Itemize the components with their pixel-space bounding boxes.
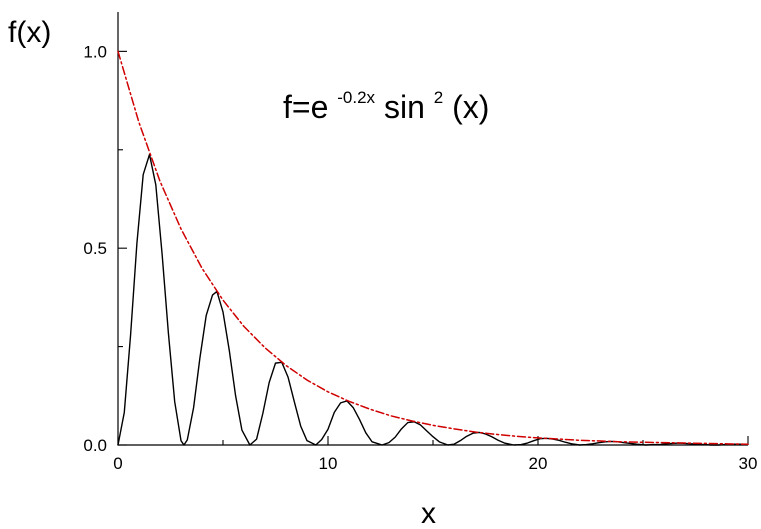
formula-power: 2 (434, 88, 443, 107)
x-axis-title: x (421, 497, 436, 529)
x-tick-label: 0 (113, 454, 122, 473)
y-tick-label: 1.0 (83, 42, 107, 61)
formula-prefix: f=e (283, 89, 328, 125)
formula-annotation: f=e -0.2x sin 2 (x) (283, 74, 489, 125)
y-tick-label: 0.0 (83, 436, 107, 455)
x-tick-label: 20 (529, 454, 548, 473)
formula-exponent: -0.2x (337, 88, 375, 107)
series-line-damped-oscillation (117, 153, 749, 446)
formula-middle: sin (384, 89, 425, 125)
series-layer (117, 50, 749, 446)
formula-suffix: (x) (452, 89, 489, 125)
ticks: 0 10 20 30 0.0 0.5 1.0 (83, 42, 757, 473)
y-axis-title: f(x) (8, 16, 51, 49)
x-tick-label: 30 (739, 454, 758, 473)
y-tick-label: 0.5 (83, 239, 107, 258)
x-tick-label: 10 (319, 454, 338, 473)
axes (117, 12, 748, 446)
series-line-envelope (117, 50, 749, 445)
